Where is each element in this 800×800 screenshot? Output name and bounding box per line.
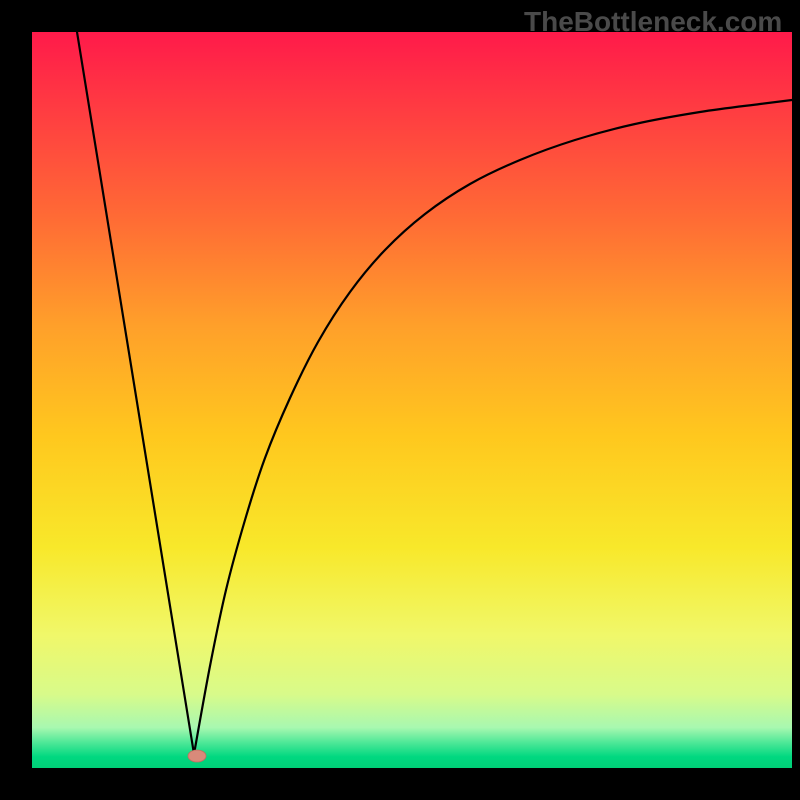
plot-area: [32, 32, 792, 768]
watermark-text: TheBottleneck.com: [524, 6, 782, 38]
chart-container: TheBottleneck.com: [0, 0, 800, 800]
curve-overlay: [0, 0, 800, 800]
